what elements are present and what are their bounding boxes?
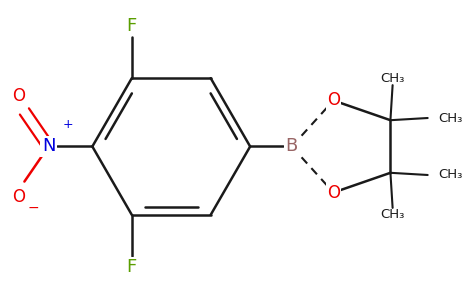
Text: O: O: [327, 91, 340, 110]
Text: N: N: [42, 137, 55, 156]
Text: F: F: [127, 258, 137, 276]
Text: −: −: [27, 201, 39, 215]
Text: CH₃: CH₃: [438, 112, 463, 125]
Text: B: B: [286, 137, 298, 156]
Text: O: O: [327, 183, 340, 202]
Text: CH₃: CH₃: [381, 72, 405, 85]
Text: F: F: [127, 17, 137, 35]
Text: CH₃: CH₃: [381, 208, 405, 221]
Text: O: O: [12, 87, 26, 105]
Text: O: O: [12, 188, 26, 206]
Text: +: +: [63, 118, 73, 131]
Text: CH₃: CH₃: [438, 168, 463, 181]
